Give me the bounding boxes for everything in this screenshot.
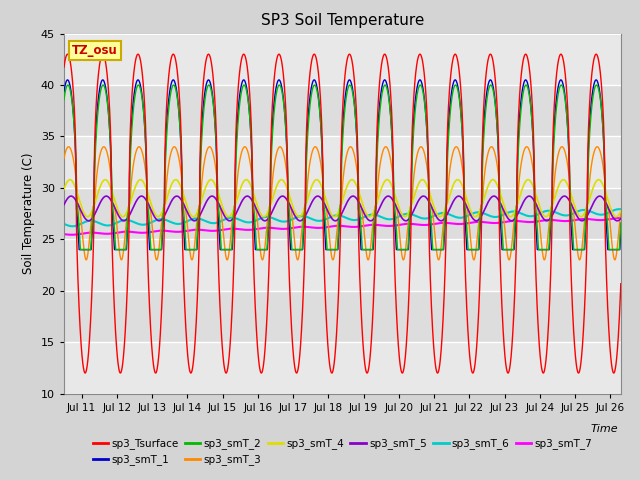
sp3_smT_6	[616, 206, 623, 212]
sp3_smT_3	[617, 210, 625, 216]
sp3_smT_5	[617, 216, 625, 221]
sp3_smT_5	[394, 207, 402, 213]
Bar	[64, 188, 621, 240]
sp3_smT_5	[490, 193, 498, 199]
sp3_smT_3	[161, 201, 169, 206]
sp3_smT_2	[76, 247, 84, 252]
sp3_Tsurface	[60, 64, 68, 70]
sp3_smT_5	[518, 202, 526, 208]
sp3_smT_6	[68, 223, 76, 229]
sp3_smT_7	[617, 215, 625, 221]
sp3_smT_4	[518, 187, 526, 192]
sp3_smT_6	[518, 211, 525, 216]
sp3_smT_7	[476, 219, 483, 225]
sp3_Tsurface	[518, 65, 526, 71]
sp3_smT_5	[402, 218, 410, 224]
sp3_smT_7	[616, 215, 624, 221]
sp3_smT_6	[476, 209, 483, 215]
Line: sp3_smT_5: sp3_smT_5	[64, 196, 621, 221]
sp3_smT_3	[60, 156, 68, 161]
sp3_smT_2	[518, 97, 526, 103]
Line: sp3_smT_3: sp3_smT_3	[64, 147, 621, 260]
sp3_smT_4	[161, 201, 169, 206]
Text: TZ_osu: TZ_osu	[72, 44, 118, 58]
Y-axis label: Soil Temperature (C): Soil Temperature (C)	[22, 153, 35, 275]
Line: sp3_smT_6: sp3_smT_6	[64, 209, 621, 226]
sp3_smT_4	[476, 208, 483, 214]
sp3_smT_6	[617, 206, 625, 212]
sp3_smT_7	[161, 228, 169, 234]
sp3_smT_6	[422, 216, 430, 221]
sp3_smT_1	[161, 152, 169, 157]
sp3_smT_2	[60, 96, 68, 102]
sp3_smT_2	[394, 247, 402, 252]
sp3_smT_4	[273, 182, 281, 188]
sp3_smT_4	[60, 186, 68, 192]
sp3_smT_5	[60, 202, 68, 207]
sp3_smT_7	[394, 222, 402, 228]
sp3_smT_5	[422, 195, 430, 201]
sp3_Tsurface	[273, 56, 281, 61]
sp3_smT_4	[172, 177, 180, 182]
sp3_smT_2	[273, 87, 281, 93]
sp3_smT_2	[617, 220, 625, 226]
Legend: sp3_Tsurface, sp3_smT_1, sp3_smT_2, sp3_smT_3, sp3_smT_4, sp3_smT_5, sp3_smT_6, : sp3_Tsurface, sp3_smT_1, sp3_smT_2, sp3_…	[93, 438, 592, 466]
sp3_smT_5	[161, 212, 169, 217]
sp3_smT_1	[275, 77, 283, 83]
sp3_smT_4	[394, 202, 402, 208]
sp3_smT_1	[76, 247, 83, 252]
sp3_smT_6	[60, 221, 68, 227]
Line: sp3_smT_4: sp3_smT_4	[64, 180, 621, 216]
sp3_smT_1	[518, 90, 526, 96]
sp3_smT_6	[273, 217, 281, 223]
sp3_smT_6	[161, 217, 169, 223]
sp3_smT_3	[518, 156, 525, 162]
sp3_smT_4	[422, 181, 430, 187]
sp3_smT_1	[273, 81, 281, 87]
sp3_smT_7	[68, 232, 76, 238]
sp3_smT_2	[170, 82, 177, 88]
sp3_smT_3	[394, 214, 402, 220]
sp3_Tsurface	[394, 339, 402, 345]
sp3_smT_1	[394, 247, 402, 252]
sp3_smT_1	[60, 89, 68, 95]
sp3_smT_7	[273, 226, 281, 231]
sp3_smT_1	[476, 230, 483, 236]
Bar	[64, 85, 621, 136]
sp3_smT_3	[273, 150, 280, 156]
sp3_smT_4	[617, 208, 625, 214]
Line: sp3_smT_7: sp3_smT_7	[64, 218, 621, 235]
sp3_Tsurface	[275, 51, 283, 57]
Line: sp3_smT_2: sp3_smT_2	[64, 85, 621, 250]
sp3_Tsurface	[187, 370, 195, 376]
sp3_smT_3	[422, 158, 430, 164]
sp3_smT_5	[273, 199, 280, 205]
sp3_smT_7	[518, 218, 525, 224]
sp3_smT_3	[505, 257, 513, 263]
sp3_smT_4	[84, 214, 92, 219]
Title: SP3 Soil Temperature: SP3 Soil Temperature	[260, 13, 424, 28]
sp3_Tsurface	[161, 142, 169, 147]
sp3_smT_5	[476, 216, 483, 222]
sp3_smT_3	[476, 213, 483, 218]
sp3_smT_1	[422, 119, 430, 125]
sp3_smT_7	[422, 222, 430, 228]
sp3_smT_6	[394, 214, 402, 220]
Text: Time: Time	[590, 424, 618, 434]
sp3_smT_3	[593, 144, 601, 150]
sp3_smT_2	[161, 167, 169, 172]
sp3_smT_7	[60, 231, 68, 237]
Bar	[64, 291, 621, 342]
sp3_Tsurface	[476, 285, 483, 291]
sp3_Tsurface	[617, 281, 625, 287]
Line: sp3_Tsurface: sp3_Tsurface	[64, 54, 621, 373]
sp3_smT_1	[617, 228, 625, 233]
sp3_smT_2	[422, 119, 430, 125]
Line: sp3_smT_1: sp3_smT_1	[64, 80, 621, 250]
sp3_Tsurface	[422, 98, 430, 104]
sp3_smT_2	[476, 223, 483, 228]
